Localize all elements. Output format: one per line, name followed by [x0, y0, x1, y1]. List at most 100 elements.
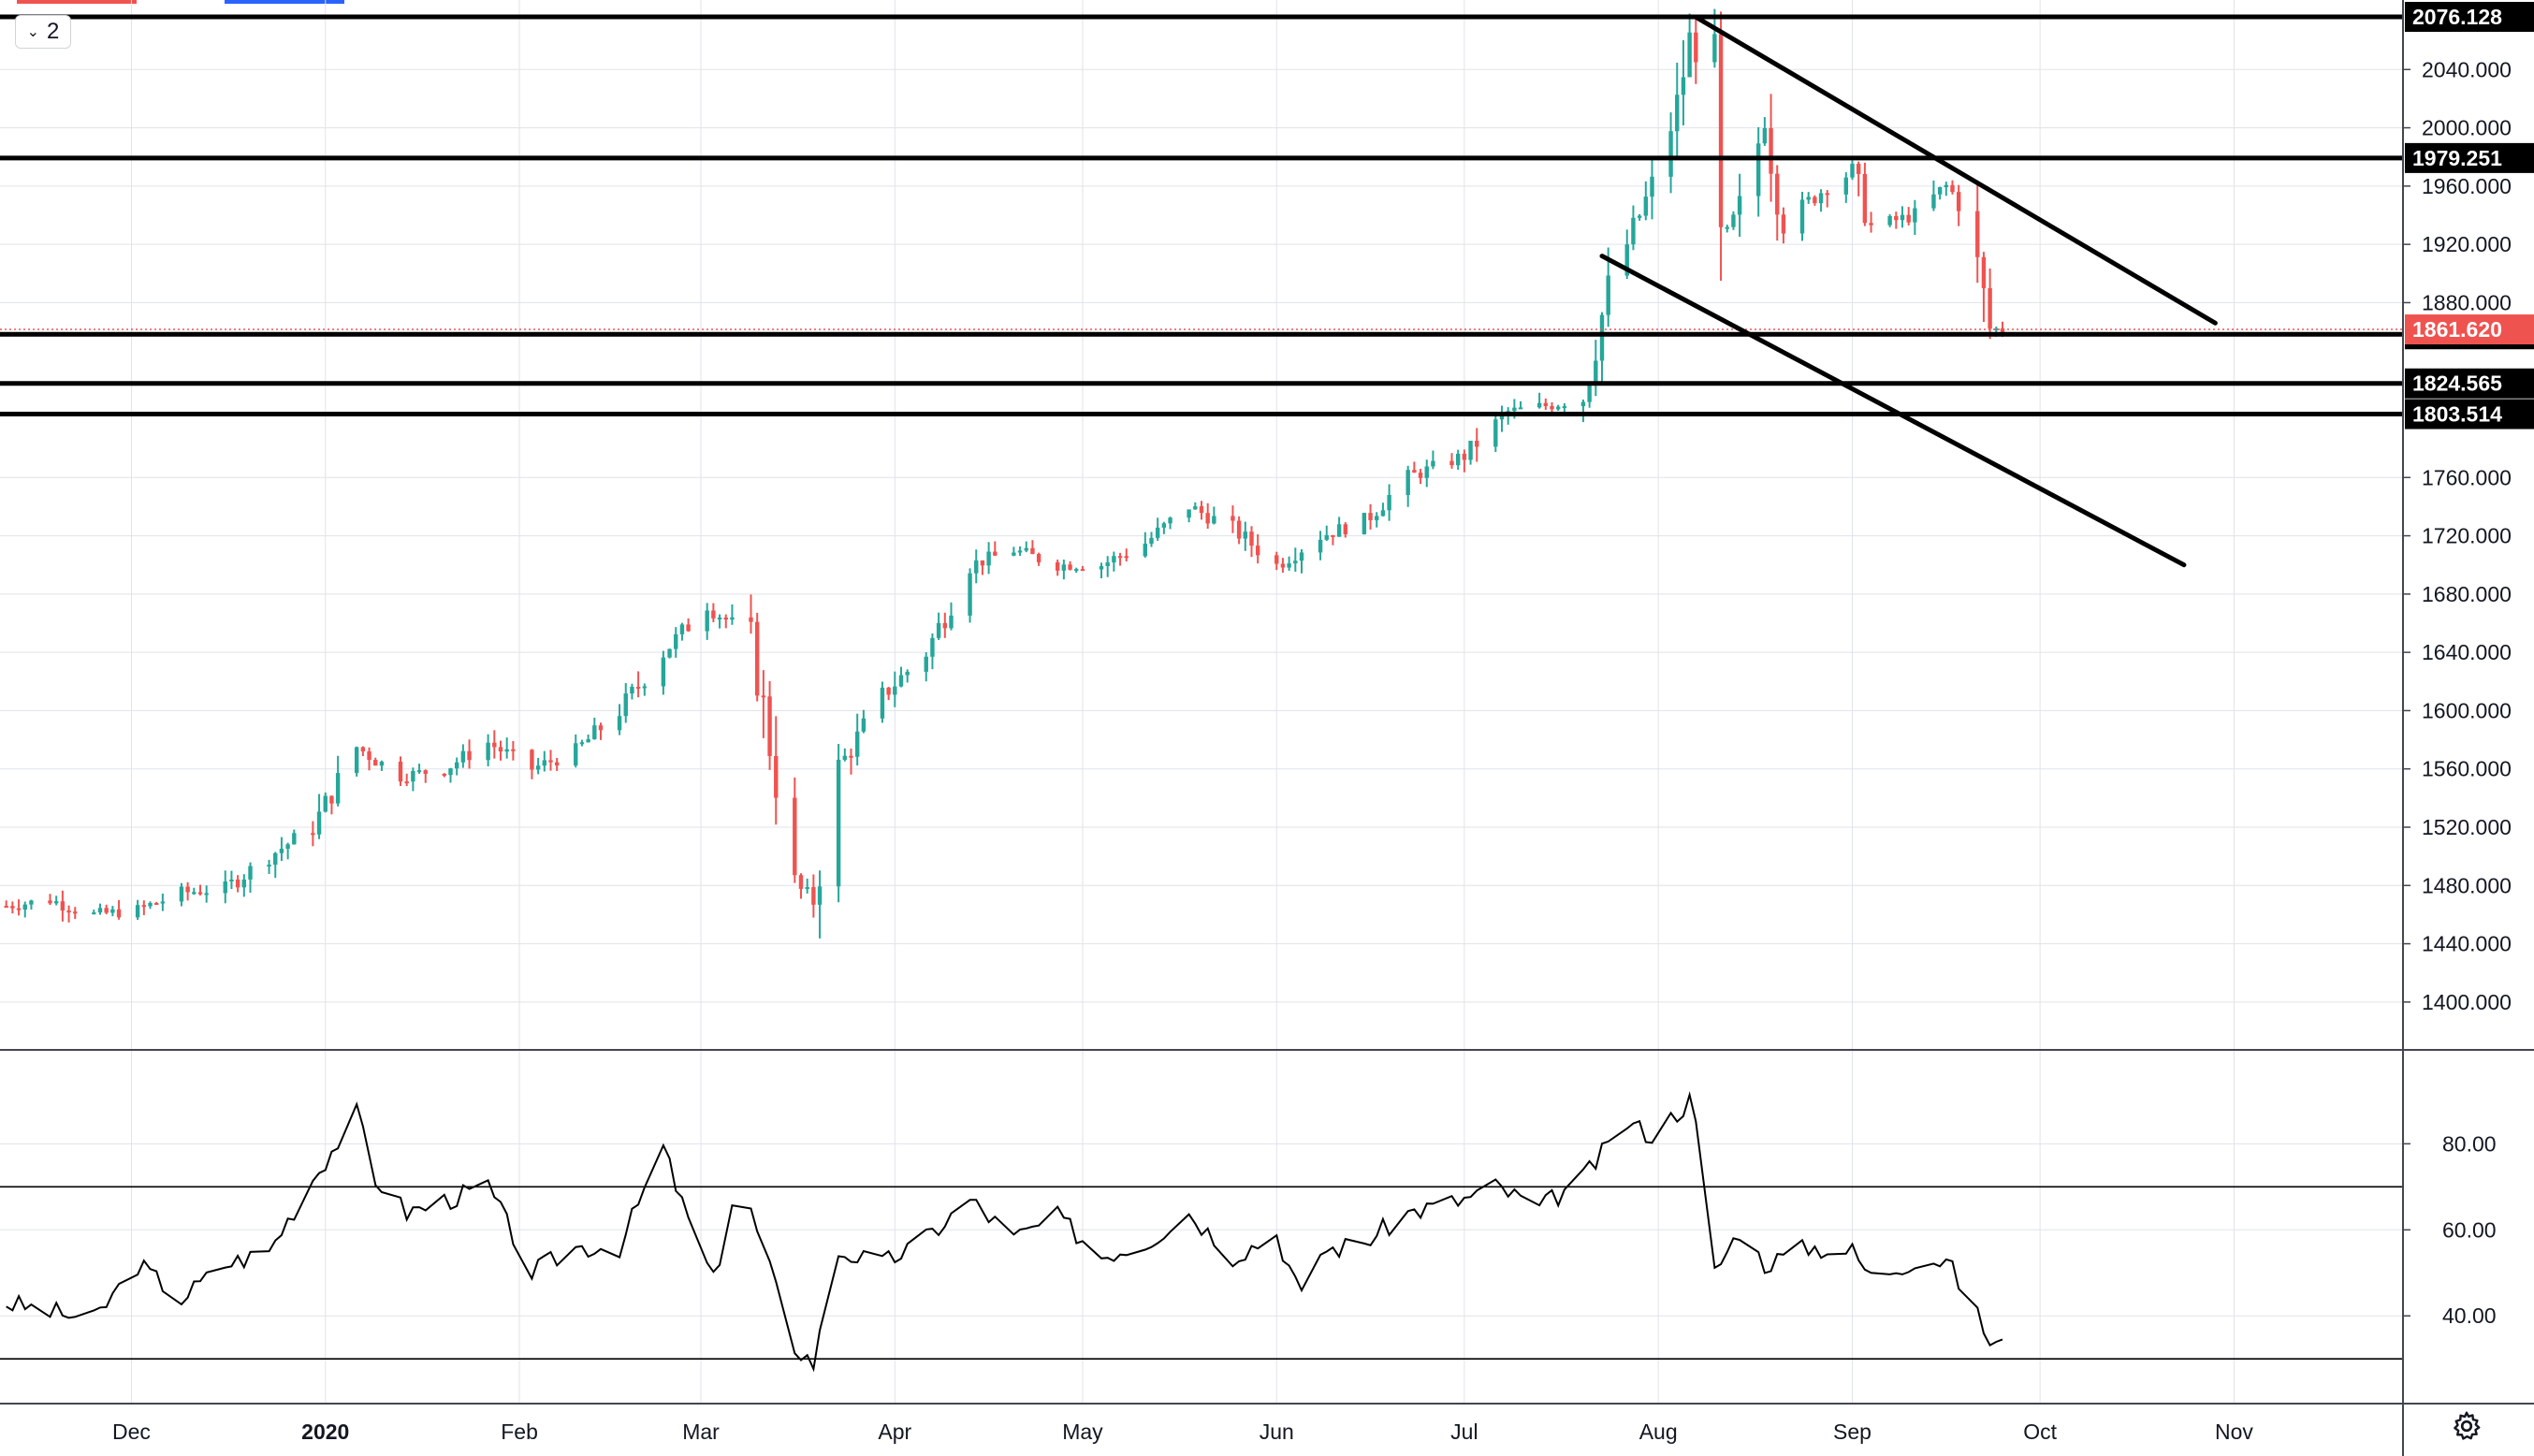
candle-body [1631, 217, 1636, 245]
candle-body [454, 762, 459, 769]
candle-body [1988, 287, 1992, 329]
candle-body [1624, 244, 1629, 276]
candle-body [1562, 406, 1567, 409]
candle-body [761, 695, 766, 698]
candle-body [1293, 561, 1298, 564]
price-tick-label: 1720.000 [2422, 524, 2512, 548]
candle-body [192, 892, 197, 895]
candle-body [592, 725, 597, 740]
candle-body [197, 892, 203, 895]
time-axis-label: May [1062, 1420, 1103, 1444]
candle-body [1856, 164, 1861, 174]
candle-body [1887, 215, 1892, 226]
candle-body [492, 742, 497, 748]
rsi-series [6, 1091, 2003, 1373]
candle-body [817, 886, 823, 905]
candle-body [749, 617, 753, 622]
candle-body [504, 749, 509, 752]
candle-body [548, 760, 553, 763]
candle-body [1375, 516, 1379, 520]
time-axis-label: Mar [682, 1420, 720, 1444]
candle-body [924, 656, 928, 672]
candle-body [92, 912, 96, 915]
time-axis-label: Sep [1833, 1420, 1871, 1444]
candle-body [1769, 127, 1773, 174]
candle-body [1036, 554, 1041, 562]
candle-body [1080, 569, 1085, 572]
candle-body [1606, 275, 1610, 315]
price-axis[interactable]: 2040.000 2000.000 1960.000 1920.000 1880.000… [2403, 57, 2512, 1014]
candle-body [1205, 513, 1210, 524]
candle-body [1681, 77, 1686, 95]
price-tick-label: 1880.000 [2422, 290, 2512, 314]
candle-body [1280, 563, 1286, 568]
horizontal-levels[interactable] [0, 14, 2403, 417]
candle-body [630, 686, 634, 694]
candle-body [1324, 534, 1329, 540]
candle-body [1775, 173, 1780, 215]
candle-body [1687, 32, 1692, 78]
time-axis-label: Aug [1639, 1420, 1678, 1444]
candle-body [135, 905, 140, 918]
candle-body [1869, 223, 1873, 226]
candle-body [1913, 208, 1917, 223]
candle-body [1418, 473, 1423, 478]
interval-button[interactable]: ⌄ 2 [15, 15, 71, 49]
candle-body [1806, 197, 1811, 200]
interval-value: 2 [47, 19, 60, 44]
time-axis-label: Dec [112, 1420, 151, 1444]
candle-body [1555, 406, 1561, 410]
candle-body [1499, 414, 1505, 420]
price-tick-label: 1600.000 [2422, 698, 2512, 722]
price-tag-label: 1803.514 [2412, 402, 2502, 427]
candle-body [905, 671, 910, 676]
gear-icon[interactable] [2450, 1409, 2483, 1443]
price-tag-box [2405, 2, 2534, 33]
candle-body [1124, 556, 1129, 559]
candle-body [1694, 32, 1698, 63]
price-tag-label: 1979.251 [2412, 146, 2502, 170]
candle-body [836, 759, 841, 887]
rsi-axis[interactable]: 80.00 60.00 40.00 [2403, 1131, 2497, 1328]
candle-body [1981, 256, 1987, 288]
rsi-tick-label: 40.00 [2442, 1303, 2497, 1328]
candle-body [1543, 402, 1549, 406]
candle-body [1105, 562, 1110, 566]
candle-body [986, 551, 991, 566]
candle-body [579, 742, 585, 745]
price-tag-box [2405, 368, 2534, 399]
candle-body [1843, 177, 1849, 195]
candle-body [1455, 453, 1461, 466]
candle-body [153, 903, 159, 906]
candle-body [1449, 460, 1454, 466]
candle-body [1944, 184, 1949, 188]
candle-body [1055, 561, 1060, 571]
candle-body [1212, 516, 1216, 524]
time-axis[interactable]: Dec 2020 Feb Mar Apr May Jun Jul Aug Sep Oct Nov [112, 1420, 2253, 1444]
top-strip-blue[interactable] [225, 0, 344, 4]
price-tick-label: 2000.000 [2422, 116, 2512, 140]
candle-body [360, 747, 366, 752]
candle-body [586, 739, 590, 743]
candle-body [1712, 34, 1717, 63]
candle-body [367, 751, 371, 761]
trend-line [1599, 254, 2187, 568]
candle-body [311, 833, 315, 836]
candle-body [642, 686, 648, 689]
candle-body [1825, 193, 1829, 196]
candle-body [48, 900, 52, 904]
top-strip-red[interactable] [17, 0, 137, 4]
price-tick-label: 1520.000 [2422, 815, 2512, 839]
candle-body [793, 797, 797, 876]
candle-body [379, 761, 385, 766]
price-tag-box [2405, 314, 2534, 345]
candle-body [1236, 520, 1242, 539]
price-tick-label: 1440.000 [2422, 932, 2512, 956]
candle-body [323, 795, 328, 812]
candle-body [1030, 547, 1035, 555]
trend-lines[interactable] [1599, 14, 2218, 568]
candle-body [1931, 194, 1936, 209]
candle-body [679, 624, 685, 634]
candle-body [423, 770, 428, 774]
